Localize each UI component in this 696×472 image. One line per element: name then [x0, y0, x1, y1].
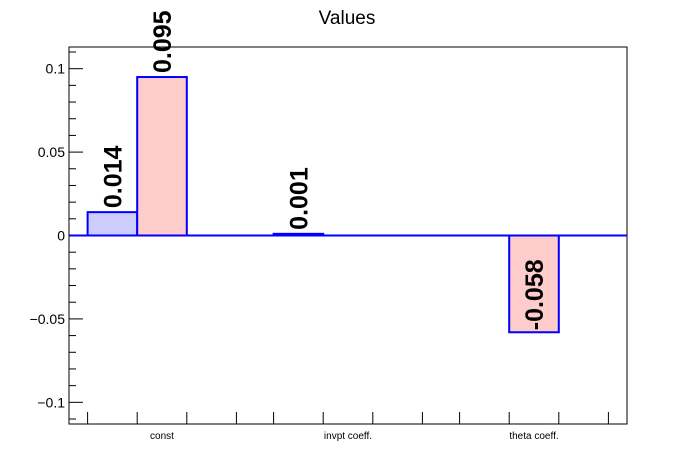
bar [136, 76, 188, 237]
y-tick-label: −0.1 [37, 394, 65, 410]
bar [86, 211, 139, 237]
x-category-label: const [150, 431, 174, 442]
y-tick-label: −0.05 [30, 311, 66, 327]
x-category-label: invpt coeff. [324, 431, 372, 442]
y-tick-label: 0.05 [38, 144, 65, 160]
bar-value-label: -0.058 [521, 259, 549, 330]
y-tick-label: 0 [57, 228, 65, 244]
bar-value-label: 0.014 [99, 145, 127, 208]
bar-value-label: 0.095 [149, 10, 177, 73]
bar-value-label: 0.001 [285, 167, 313, 230]
bars [86, 76, 560, 334]
y-tick-label: 0.1 [46, 61, 66, 77]
x-axis: const invpt coeff. theta coeff. [87, 412, 609, 442]
x-category-label: theta coeff. [509, 431, 558, 442]
data-labels: 0.014 0.095 0.001 -0.058 [99, 10, 549, 330]
bar [508, 234, 560, 334]
chart-title: Values [319, 8, 376, 29]
